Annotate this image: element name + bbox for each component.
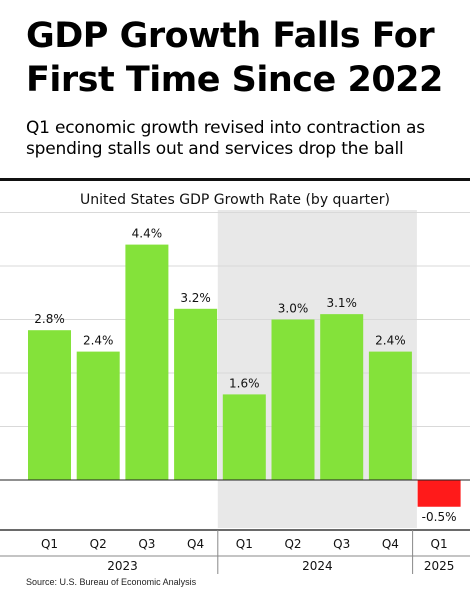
category-label: Q1 bbox=[431, 537, 448, 551]
source-note: Source: U.S. Bureau of Economic Analysis bbox=[26, 577, 197, 587]
category-label: Q1 bbox=[41, 537, 58, 551]
bar-value-label: 3.2% bbox=[180, 291, 211, 305]
bar-value-label: -0.5% bbox=[422, 510, 457, 524]
bar-value-label: 4.4% bbox=[132, 227, 163, 241]
year-label: 2024 bbox=[302, 559, 333, 573]
bar-value-label: 1.6% bbox=[229, 376, 260, 390]
bar-value-label: 3.1% bbox=[326, 296, 357, 310]
bar-2023-q3 bbox=[125, 244, 169, 480]
bar-2023-q4 bbox=[174, 308, 218, 480]
category-label: Q1 bbox=[236, 537, 253, 551]
bar-value-label: 2.8% bbox=[34, 312, 65, 326]
headline: GDP Growth Falls For First Time Since 20… bbox=[26, 16, 443, 100]
category-label: Q3 bbox=[333, 537, 350, 551]
year-label: 2025 bbox=[424, 559, 455, 573]
category-label: Q4 bbox=[187, 537, 204, 551]
category-label: Q2 bbox=[90, 537, 107, 551]
category-label: Q4 bbox=[382, 537, 399, 551]
bar-2024-q2 bbox=[271, 319, 315, 480]
bar-2024-q1 bbox=[222, 394, 266, 480]
bar-2023-q2 bbox=[76, 351, 120, 480]
chart-title: United States GDP Growth Rate (by quarte… bbox=[80, 192, 390, 208]
category-label: Q2 bbox=[284, 537, 301, 551]
bar-value-label: 3.0% bbox=[278, 302, 309, 316]
subheadline: Q1 economic growth revised into contract… bbox=[26, 118, 425, 159]
bar-2025-q1 bbox=[417, 480, 461, 507]
bar-2023-q1 bbox=[28, 330, 71, 480]
divider-rule bbox=[0, 178, 470, 181]
bar-2024-q4 bbox=[368, 351, 412, 480]
bar-value-label: 2.4% bbox=[375, 334, 406, 348]
year-label: 2023 bbox=[107, 559, 138, 573]
bar-value-label: 2.4% bbox=[83, 334, 114, 348]
category-label: Q3 bbox=[138, 537, 155, 551]
bar-2024-q3 bbox=[320, 314, 364, 480]
